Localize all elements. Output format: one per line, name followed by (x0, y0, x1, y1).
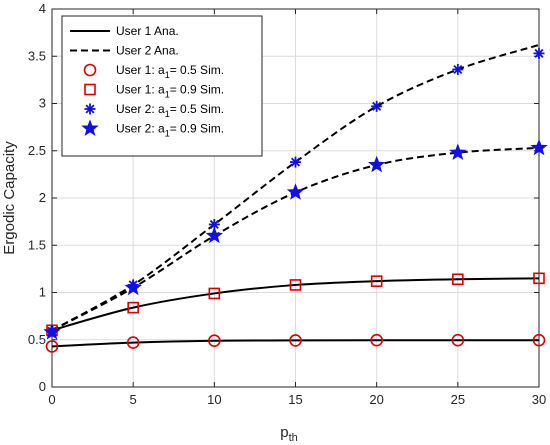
y-tick-label: 3 (39, 96, 46, 111)
user1-analytic-line (51, 277, 540, 332)
legend-entry-label-sub: 1 (165, 129, 170, 139)
sim-marker-star (124, 278, 142, 296)
sim-marker-asterisk (290, 156, 301, 168)
sim-marker-square (533, 272, 545, 285)
sim-marker-asterisk-stroke (290, 157, 301, 167)
legend-entry-label-main: User 1: a (116, 83, 165, 97)
y-tick-label: 0.5 (28, 332, 46, 347)
sim-marker-square (370, 275, 383, 287)
legend-entry-label: User 1: a1= 0.9 Sim. (116, 83, 224, 100)
sim-marker-star (449, 143, 467, 161)
x-axis-label-base: p (280, 424, 288, 441)
sim-marker-asterisk-stroke (209, 219, 219, 229)
x-axis-label-sub: th (289, 432, 298, 444)
legend: User 1 Ana.User 2 Ana.User 1: a1= 0.5 Si… (61, 15, 263, 157)
x-tick-label: 25 (451, 392, 465, 407)
sim-marker-circle (532, 333, 546, 347)
legend-marker-circle (83, 63, 97, 77)
sim-marker-star (530, 138, 548, 156)
legend-entry-label: User 1: a1= 0.5 Sim. (116, 63, 224, 80)
sim-marker-circle (45, 340, 59, 353)
sim-marker-circle (126, 336, 140, 349)
user1-analytic-line (51, 339, 539, 348)
y-tick-label: 1.5 (28, 237, 46, 252)
sim-marker-circle (370, 333, 383, 347)
legend-entry-label-tail: = 0.9 Sim. (170, 83, 224, 97)
legend-entry-label-sub: 1 (165, 90, 170, 100)
sim-marker-asterisk (452, 63, 464, 75)
y-tick-label: 3.5 (28, 48, 46, 63)
simulation-markers (43, 47, 548, 353)
legend-entry-label-main: User 1: a (116, 63, 165, 77)
sim-marker-square (208, 287, 221, 300)
sim-marker-circle (208, 334, 221, 347)
sim-marker-star (43, 323, 61, 340)
sim-marker-asterisk (371, 100, 383, 112)
sim-marker-square (289, 279, 302, 291)
x-tick-label: 5 (130, 392, 137, 407)
sim-marker-circle (451, 333, 465, 347)
sim-marker-star (286, 183, 305, 200)
sim-marker-square (452, 273, 464, 286)
x-axis-label: pth (280, 424, 298, 444)
y-tick-label: 2.5 (28, 143, 46, 158)
x-tick-label: 0 (48, 392, 55, 407)
legend-marker-square (84, 83, 96, 96)
legend-entry-label: User 1 Ana. (116, 24, 179, 38)
y-tick-label: 2 (39, 190, 46, 205)
sim-marker-asterisk-stroke (534, 48, 544, 58)
sim-marker-circle (289, 334, 302, 347)
y-tick-label: 1 (39, 285, 46, 300)
x-tick-label: 30 (532, 392, 546, 407)
sim-marker-star (367, 155, 386, 173)
legend-entry-label: User 2: a1= 0.9 Sim. (116, 122, 224, 139)
legend-entry-label-tail: = 0.5 Sim. (170, 102, 224, 116)
legend-marker-asterisk-stroke (85, 104, 95, 114)
sim-marker-asterisk (533, 47, 545, 59)
sim-marker-asterisk-stroke (372, 101, 382, 111)
y-tick-label: 0 (39, 379, 46, 394)
axes: 0 5 10 15 20 25 30 0 0.5 1 1.5 2 2.5 3 3.5 4 (28, 1, 546, 407)
sim-marker-asterisk-stroke (453, 64, 463, 75)
legend-marker-asterisk (84, 103, 96, 115)
sim-marker-square (127, 301, 139, 314)
legend-entry-label-sub: 1 (165, 70, 170, 80)
x-tick-label: 20 (369, 392, 383, 407)
legend-entry-label: User 2 Ana. (116, 44, 179, 58)
legend-entry-label-sub: 1 (165, 109, 170, 119)
legend-entry-label-main: User 2: a (116, 102, 165, 116)
y-axis-label: Ergodic Capacity (1, 141, 18, 255)
legend-entry-label: User 2: a1= 0.5 Sim. (116, 102, 224, 119)
sim-marker-star (205, 226, 224, 244)
sim-marker-asterisk (208, 218, 220, 230)
x-tick-label: 10 (207, 392, 221, 407)
y-tick-label: 4 (39, 1, 46, 16)
x-tick-label: 15 (288, 392, 302, 407)
legend-marker-star (81, 119, 99, 136)
legend-entry-label-tail: = 0.5 Sim. (170, 63, 224, 77)
legend-entry-label-main: User 2: a (116, 122, 165, 136)
legend-entry-label-tail: = 0.9 Sim. (170, 122, 224, 136)
